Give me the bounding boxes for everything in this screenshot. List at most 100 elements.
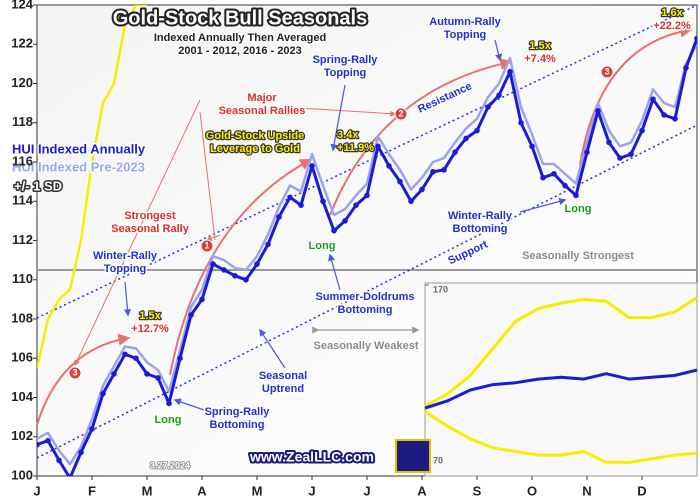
pointer-arrow [74,99,201,367]
support-line [36,124,698,459]
annotation: 1.5x [139,310,161,322]
annotation: Long [309,240,336,252]
annotation: Summer-Doldrums [315,291,414,303]
data-point [672,116,678,122]
x-tick-label: J [363,483,370,498]
legend-entry: HUI Indexed Pre-2023 [12,159,145,174]
data-point [529,143,535,150]
y-tick-label: 108 [11,310,33,325]
data-point [584,149,590,155]
data-point [507,68,513,75]
x-tick-label: J [33,483,40,498]
chart-title: Gold-Stock Bull Seasonals [113,7,368,29]
badge [68,366,82,380]
data-point [166,400,172,407]
data-point [485,104,491,110]
annotation: 3.4x [337,129,359,141]
annotation: +7.4% [524,53,556,65]
annotation: Topping [444,29,487,41]
pointer-arrow [123,281,132,317]
data-point [595,108,601,114]
badge [600,65,614,79]
series-line [424,296,698,408]
annotation: 1 [204,240,209,250]
data-point [309,163,315,169]
data-point [463,135,469,142]
x-tick-label: A [417,483,427,498]
data-point [364,192,370,199]
annotation: Bottoming [210,419,265,431]
data-point [518,119,524,126]
series-line [424,368,698,410]
annotation: Topping [324,67,367,79]
inset-layer: 70 170 [424,284,698,467]
x-tick-label: N [582,483,591,498]
data-point [628,151,634,157]
data-point [639,127,645,134]
annotation: Leverage to Gold [210,143,300,155]
data-point [342,218,348,224]
inset-area [424,282,698,477]
data-point [276,214,282,220]
annotation: Uptrend [262,383,304,395]
y-tick-label: 114 [12,193,34,208]
data-point [540,174,546,181]
legend-entry: HUI Indexed Annually [12,141,146,156]
series-line [424,410,698,464]
data-point [353,202,359,208]
x-tick-label: F [88,483,96,498]
series-line [37,43,697,466]
x-tick-label: M [142,483,153,498]
data-point [419,186,425,193]
data-point [452,149,458,155]
data-point [111,371,117,377]
x-tick-label: J [308,483,315,498]
data-point [408,198,414,205]
data-point [287,194,293,201]
annotation: Major [247,92,277,104]
annotation: Winter-Rally [448,210,513,222]
data-point [133,355,139,362]
data-point [661,112,667,118]
data-point [331,227,337,234]
data-point [617,155,623,161]
annotation: Spring-Rally [313,54,379,66]
data-point [397,178,403,185]
annotation: Bottoming [453,223,508,235]
annotation: +11.9% [337,142,374,154]
data-point [573,192,579,199]
data-point [650,96,656,102]
annotation: Winter-Rally [93,250,158,262]
data-point [298,202,304,208]
annotation: Gold-Stock Upside [206,130,304,142]
annotation: 2 [398,108,403,118]
chart-subtitle: 2001 - 2012, 2016 - 2023 [178,45,302,57]
y-tick-label: 102 [11,428,33,443]
x-tick-label: M [252,483,263,498]
annotation: 3 [72,367,77,377]
pointer-arrows [123,39,567,413]
data-point [683,65,689,71]
y-tick-label: 100 [11,467,33,482]
annotation: 1.6x [661,7,683,19]
series-layer [37,5,697,476]
x-tick-label: A [197,483,207,498]
y-tick-label: 106 [11,350,33,365]
pointer-arrow [330,84,346,152]
y-tick-label: 124 [11,0,33,11]
data-point [56,457,62,464]
data-point [199,296,205,303]
annotation: Long [155,414,182,426]
pointer-arrow [173,398,211,413]
annotation: +22.2% [653,20,691,32]
rally-arrow [579,25,693,166]
annotation: Seasonal Rallies [219,105,306,117]
pointer-arrow [205,234,221,242]
series-line [37,5,147,369]
y-tick-label: 104 [11,389,33,404]
annotation: +12.7% [131,323,169,335]
date-label: 3.27.2024 [150,460,190,470]
data-point [155,375,161,381]
inset-y-tick-label: 70 [433,455,443,465]
